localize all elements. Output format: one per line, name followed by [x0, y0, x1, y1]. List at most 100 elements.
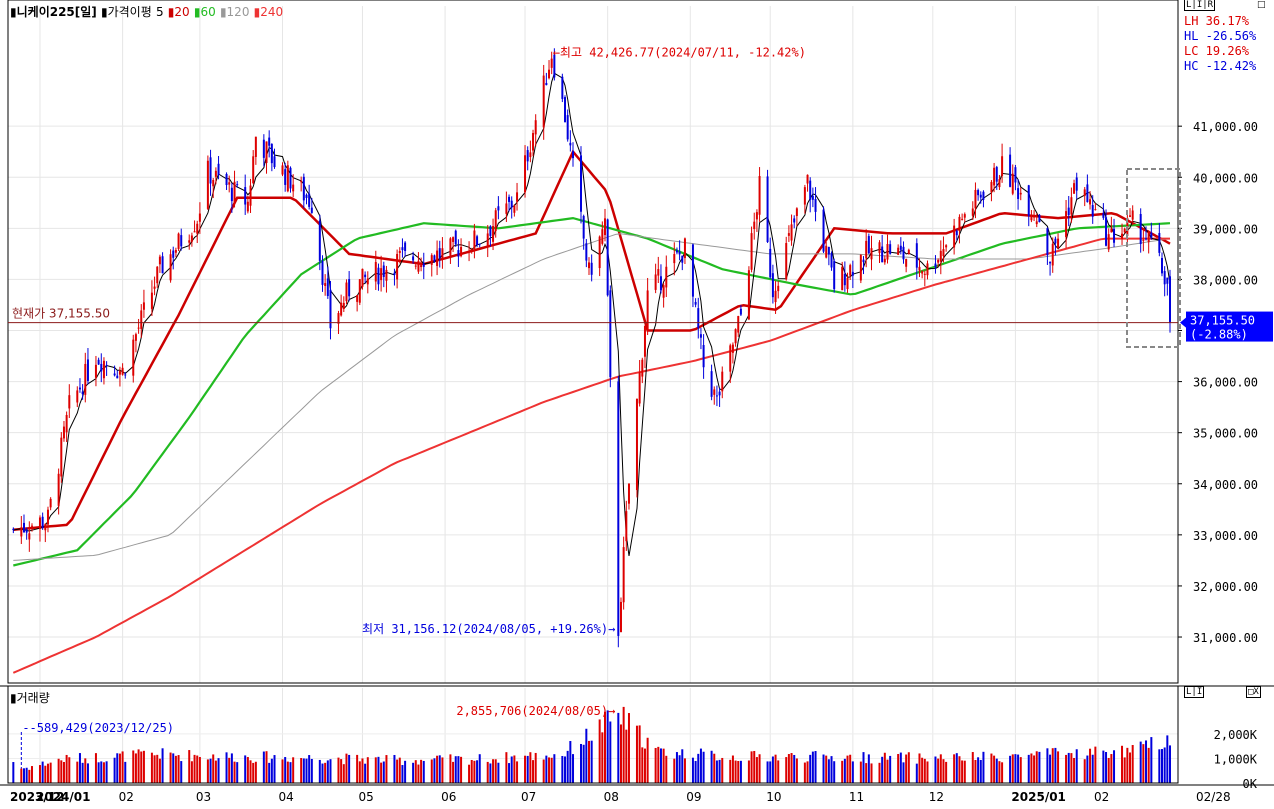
- candle-body: [20, 527, 23, 537]
- volume-bar: [729, 759, 732, 783]
- candle-body: [489, 226, 492, 236]
- volume-bar: [382, 761, 385, 783]
- candle-body: [955, 230, 958, 236]
- volume-bar: [318, 759, 321, 783]
- volume-bar: [489, 763, 492, 783]
- candle-body: [1019, 192, 1022, 195]
- volume-bar: [1102, 750, 1105, 783]
- maximize-glyph[interactable]: □: [1257, 0, 1266, 10]
- volume-mode-icons[interactable]: L|I: [1184, 686, 1205, 698]
- y-axis-label: 39,000.00: [1193, 222, 1258, 236]
- ma60-line: [13, 216, 1171, 567]
- candle-body: [753, 221, 756, 230]
- highlight-box: [1126, 168, 1181, 348]
- volume-bar: [460, 756, 463, 783]
- volume-bar: [281, 759, 284, 783]
- candle-body: [1057, 238, 1060, 249]
- candle-body: [1009, 154, 1012, 187]
- ma20-label[interactable]: 20: [174, 5, 190, 19]
- volume-bar: [62, 761, 65, 783]
- candle-body: [177, 233, 180, 249]
- volume-close-icons[interactable]: □X: [1246, 686, 1261, 698]
- candle-body: [675, 250, 678, 253]
- volume-bar: [364, 763, 367, 783]
- volume-bar: [897, 753, 900, 783]
- candle-body: [494, 210, 497, 232]
- volume-bar: [883, 752, 886, 783]
- candle-body: [161, 256, 164, 274]
- volume-bar: [603, 711, 606, 783]
- ma240-label[interactable]: 240: [260, 5, 284, 19]
- candle-body: [619, 601, 622, 633]
- volume-bar: [737, 760, 740, 783]
- volume-bar: [78, 753, 81, 783]
- ma20-marker-icon: ▮: [167, 5, 175, 19]
- candle-body: [1147, 231, 1150, 243]
- volume-bar: [657, 746, 660, 783]
- candle-body: [1113, 228, 1116, 243]
- candle-body: [971, 208, 974, 216]
- volume-bar: [934, 756, 937, 783]
- volume-bar: [209, 758, 212, 783]
- volume-axis-label: 0K: [1243, 777, 1258, 791]
- candle-body: [404, 242, 407, 252]
- ma60-marker-icon: ▮: [193, 5, 201, 19]
- stat-lh: LH 36.17%: [1184, 14, 1250, 28]
- candle-body: [977, 190, 980, 196]
- candle-body: [532, 133, 535, 151]
- volume-bar: [998, 761, 1001, 783]
- volume-bar: [841, 760, 844, 783]
- volume-bar: [945, 761, 948, 783]
- ma5-label[interactable]: 5: [155, 5, 164, 19]
- candle-body: [1091, 205, 1094, 217]
- volume-bar: [268, 762, 271, 783]
- candle-body: [100, 363, 103, 372]
- candle-body: [921, 271, 924, 274]
- candle-body: [1169, 276, 1171, 323]
- candle-body: [548, 69, 551, 79]
- candle-body: [529, 152, 532, 158]
- candle-body: [1094, 209, 1097, 211]
- volume-bar: [750, 751, 753, 783]
- volume-bar: [990, 753, 993, 783]
- volume-bar: [665, 755, 668, 783]
- maximize-icon[interactable]: □: [1257, 0, 1266, 10]
- volume-bar: [1038, 751, 1041, 783]
- candle-body: [441, 248, 444, 260]
- volume-bar: [585, 728, 588, 783]
- volume-bar: [939, 754, 942, 783]
- candle-body: [374, 262, 377, 282]
- panel-mode-label[interactable]: L|I|R: [1184, 0, 1216, 11]
- volume-bar: [822, 754, 825, 783]
- candle-body: [923, 273, 926, 275]
- ma60-label[interactable]: 60: [200, 5, 216, 19]
- volume-bar: [198, 757, 201, 783]
- volume-bar: [1075, 749, 1078, 783]
- indicator-label[interactable]: 가격이평: [107, 5, 152, 19]
- volume-bar: [230, 753, 233, 783]
- volume-close-label[interactable]: □X: [1246, 686, 1261, 698]
- volume-mode-label[interactable]: L|I: [1184, 686, 1205, 698]
- x-axis-label: 12: [929, 790, 944, 804]
- candle-body: [694, 301, 697, 305]
- chart-frame: [0, 0, 1274, 786]
- volume-bar: [843, 758, 846, 783]
- panel-mode-icons[interactable]: L|I|R: [1184, 0, 1216, 11]
- volume-bar: [174, 755, 177, 783]
- candle-body: [609, 290, 612, 378]
- candle-body: [337, 313, 340, 324]
- candle-body: [545, 83, 548, 86]
- volume-bar: [161, 748, 164, 783]
- candle-body: [843, 273, 846, 286]
- volume-bar: [846, 755, 849, 783]
- volume-bar: [374, 757, 377, 783]
- volume-bar: [420, 759, 423, 783]
- ma120-label[interactable]: 120: [226, 5, 250, 19]
- volume-bar: [356, 754, 359, 783]
- candle-body: [699, 334, 702, 338]
- candle-body: [60, 437, 63, 477]
- volume-bar: [1070, 753, 1073, 783]
- volume-bar: [582, 744, 585, 783]
- candle-body: [550, 58, 553, 68]
